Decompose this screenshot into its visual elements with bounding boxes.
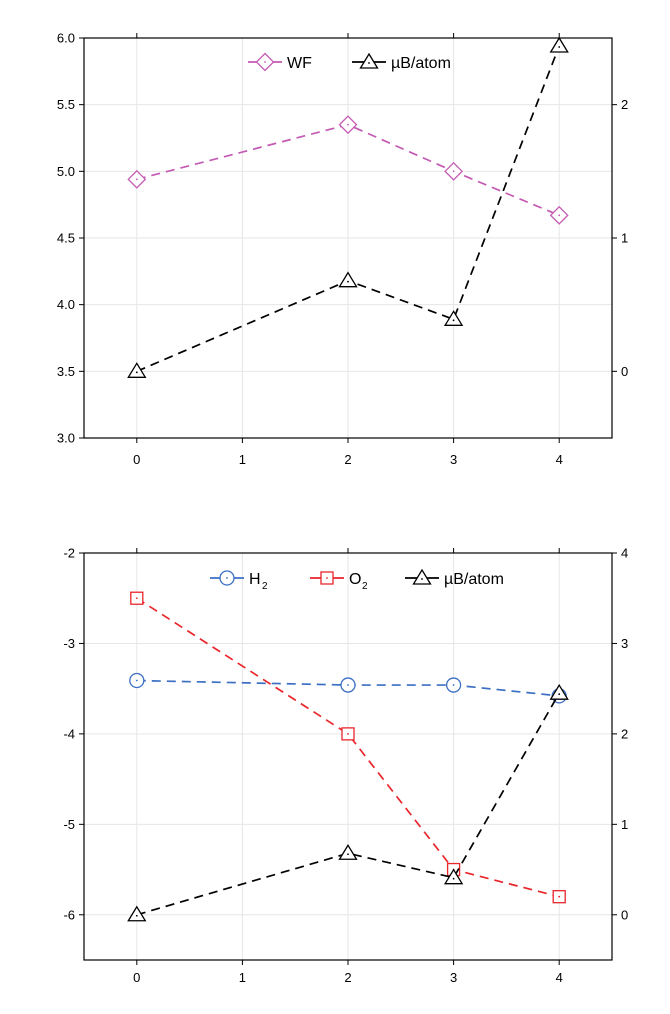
y-tick-label: -4 <box>63 726 75 741</box>
legend-item: µB/atom <box>352 52 451 72</box>
y2-tick-label: 4 <box>621 546 628 561</box>
series-line <box>136 692 560 916</box>
series-line <box>136 597 560 898</box>
y-tick-label: 4.0 <box>57 297 75 312</box>
data-point <box>127 905 147 922</box>
legend-label-subscript: 2 <box>262 581 268 592</box>
y2-tick-label: 1 <box>621 817 628 832</box>
data-point-dot <box>558 46 561 48</box>
legend-marker-dot <box>421 578 423 580</box>
data-point <box>443 868 464 885</box>
top-axis-labels <box>136 33 560 38</box>
x-tick-label: 4 <box>556 970 563 985</box>
legend-label-subscript: 2 <box>362 581 368 592</box>
data-point-dot <box>135 914 138 917</box>
y-tick-label: 5.5 <box>57 97 75 112</box>
y2-tick-label: 2 <box>621 97 628 112</box>
series-batom <box>127 683 569 922</box>
data-point-dot <box>347 853 349 856</box>
data-point <box>549 36 569 53</box>
x-axis: 0 1 2 3 4 <box>133 438 563 467</box>
data-point-dot <box>452 319 455 322</box>
y2-tick-label: 0 <box>621 907 628 922</box>
legend-label: µB/atom <box>444 571 504 588</box>
data-point-dot <box>135 371 138 374</box>
legend-item: µB/atom <box>405 568 504 588</box>
data-point <box>549 683 569 700</box>
legend-item: WF <box>248 52 312 72</box>
y-axis-left: 3.0 3.5 4.0 4.5 5.0 5.5 6.0 <box>57 31 84 446</box>
data-point-dot <box>135 597 138 600</box>
legend: H 2 O 2 µB/atom <box>210 568 504 592</box>
x-tick-label: 1 <box>239 452 246 467</box>
gridlines <box>84 552 612 960</box>
data-point <box>338 844 358 860</box>
legend-label: H <box>249 571 261 588</box>
series-line <box>136 123 560 217</box>
data-point-dot <box>452 684 455 686</box>
x-tick-label: 4 <box>556 452 563 467</box>
gridlines <box>84 37 612 439</box>
chart-panel-1: 0 1 2 3 4 3.0 3.5 4.0 4.5 5.0 5.5 6.0 0 1 2 WF µB/atom <box>57 31 628 468</box>
legend-marker <box>359 52 379 69</box>
data-point <box>338 271 358 288</box>
x-tick-label: 2 <box>344 970 351 985</box>
data-point <box>127 362 147 378</box>
legend-marker <box>412 568 432 585</box>
legend-marker-dot <box>326 577 328 579</box>
y-axis-right: 0 1 2 <box>612 97 628 379</box>
data-point-dot <box>347 732 349 735</box>
y-tick-label: -6 <box>63 907 75 922</box>
y-tick-label: -5 <box>63 817 75 832</box>
legend-marker-dot <box>226 577 228 579</box>
data-point-dot <box>558 693 561 696</box>
data-point-dot <box>135 679 138 682</box>
x-axis: 0 1 2 3 4 <box>133 960 563 985</box>
series-batom <box>127 36 569 378</box>
x-tick-label: 0 <box>133 452 140 467</box>
data-point-dot <box>452 877 455 880</box>
x-tick-label: 1 <box>239 970 246 985</box>
y2-tick-label: 1 <box>621 231 628 246</box>
series-line <box>136 45 560 373</box>
data-point-dot <box>558 214 561 217</box>
y-tick-label: -2 <box>63 546 75 561</box>
x-tick-label: 2 <box>344 452 351 467</box>
data-point-dot <box>347 123 349 126</box>
x-tick-label: 3 <box>450 452 457 467</box>
legend-label: O <box>349 571 361 588</box>
y-tick-label: 6.0 <box>57 31 75 46</box>
y-tick-label: 4.5 <box>57 231 75 246</box>
y-tick-label: 5.0 <box>57 164 75 179</box>
y2-tick-label: 2 <box>621 726 628 741</box>
legend-label: µB/atom <box>391 55 451 72</box>
y2-tick-label: 0 <box>621 364 628 379</box>
legend-marker-dot <box>368 62 370 64</box>
y-tick-label: 3.5 <box>57 364 75 379</box>
y-tick-label: -3 <box>63 636 75 651</box>
data-point-dot <box>452 170 455 173</box>
series-line <box>136 679 560 697</box>
y-tick-label: 3.0 <box>57 431 75 446</box>
x-tick-label: 0 <box>133 970 140 985</box>
data-point-dot <box>347 280 349 283</box>
legend-label: WF <box>287 55 312 72</box>
series-wf <box>127 115 569 225</box>
top-axis-labels <box>136 548 560 553</box>
data-point-dot <box>135 178 138 181</box>
legend-marker-dot <box>264 61 266 63</box>
y-axis-right: 0 1 2 3 4 <box>612 546 628 922</box>
data-point <box>443 310 464 326</box>
x-tick-label: 3 <box>450 970 457 985</box>
y2-tick-label: 3 <box>621 636 628 651</box>
data-point-dot <box>347 684 349 686</box>
data-point-dot <box>558 895 561 898</box>
y-axis-left: -6 -5 -4 -3 -2 <box>63 546 84 922</box>
legend: WF µB/atom <box>248 52 451 72</box>
